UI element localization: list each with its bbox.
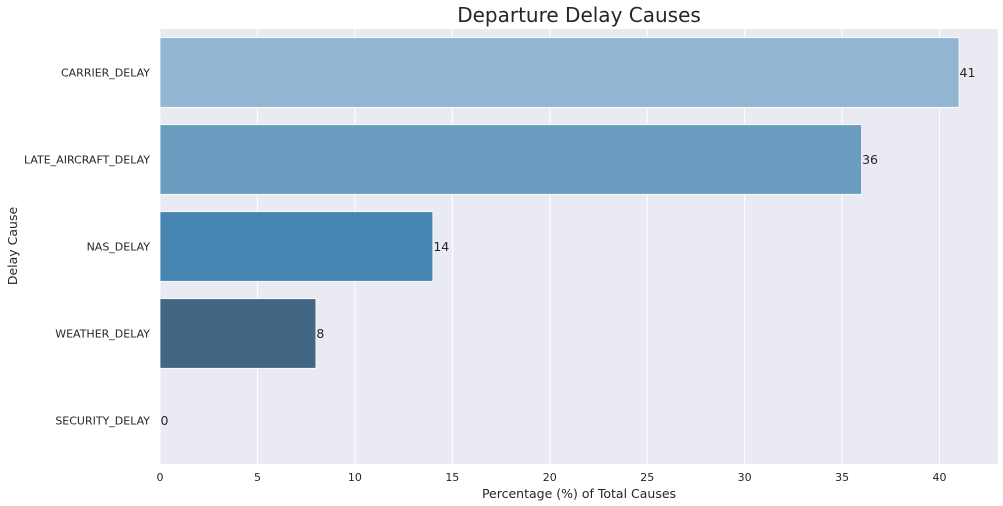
bar-value-label: 14 bbox=[433, 239, 449, 254]
bar-value-label: 8 bbox=[316, 326, 324, 341]
y-tick-label: CARRIER_DELAY bbox=[61, 67, 150, 80]
y-tick-label: WEATHER_DELAY bbox=[55, 328, 150, 341]
bar-value-label: 0 bbox=[161, 413, 169, 428]
y-tick-label: SECURITY_DELAY bbox=[55, 415, 150, 428]
x-axis-label: Percentage (%) of Total Causes bbox=[482, 486, 676, 501]
x-tick-label: 10 bbox=[348, 471, 362, 484]
x-tick-label: 30 bbox=[738, 471, 752, 484]
x-tick-label: 25 bbox=[640, 471, 654, 484]
x-tick-label: 40 bbox=[933, 471, 947, 484]
y-tick-labels: CARRIER_DELAY LATE_AIRCRAFT_DELAY NAS_DELA… bbox=[24, 67, 150, 428]
x-tick-labels: 0 5 10 15 20 25 30 35 40 bbox=[157, 471, 947, 484]
y-tick-label: NAS_DELAY bbox=[87, 241, 151, 254]
x-tick-label: 0 bbox=[157, 471, 164, 484]
bar-weather-delay bbox=[160, 299, 316, 369]
y-axis-label: Delay Cause bbox=[5, 207, 20, 286]
x-tick-label: 20 bbox=[543, 471, 557, 484]
bar-value-label: 36 bbox=[862, 152, 878, 167]
bar-value-label: 41 bbox=[960, 65, 976, 80]
x-tick-label: 5 bbox=[254, 471, 261, 484]
bar-carrier-delay bbox=[160, 38, 959, 108]
y-tick-label: LATE_AIRCRAFT_DELAY bbox=[24, 154, 150, 167]
bar-nas-delay bbox=[160, 212, 433, 282]
bar-late-aircraft-delay bbox=[160, 125, 862, 195]
x-tick-label: 35 bbox=[835, 471, 849, 484]
chart-title: Departure Delay Causes bbox=[457, 3, 701, 27]
x-tick-label: 15 bbox=[445, 471, 459, 484]
